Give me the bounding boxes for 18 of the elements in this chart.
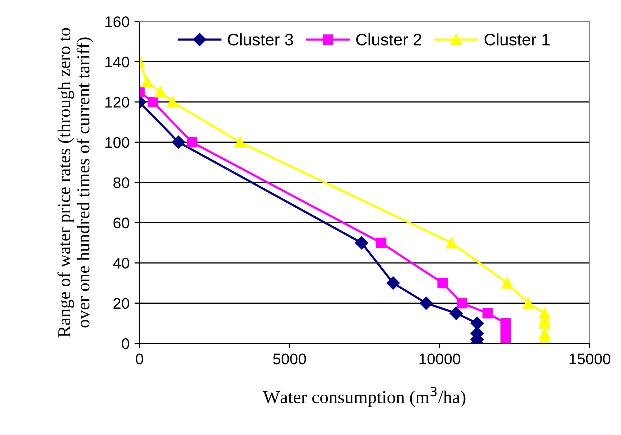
x-tick-label: 10000 bbox=[420, 354, 461, 365]
x-tick-label: 5000 bbox=[273, 354, 306, 365]
y-tick-label: 160 bbox=[106, 16, 130, 28]
y-tick-label: 60 bbox=[114, 218, 130, 229]
y-tick-label: 100 bbox=[106, 137, 130, 148]
y-tick-label: 40 bbox=[113, 258, 130, 269]
x-tick-label: 15000 bbox=[570, 354, 611, 365]
y-axis-title: Range of water price rates (through zero to over one hundred times of current tariff) bbox=[58, 28, 94, 338]
x-axis-title: Water consumption (m$^{3}$/ha) bbox=[263, 387, 466, 408]
y-tick-label: 80 bbox=[114, 178, 130, 188]
y-tick-label: 140 bbox=[106, 56, 130, 68]
y-tick-label: 20 bbox=[114, 298, 130, 310]
x-tick-label: 0 bbox=[136, 354, 144, 365]
legend-label: Cluster 2 bbox=[356, 34, 422, 46]
legend-label: Cluster 1 bbox=[484, 34, 550, 46]
y-tick-label: 120 bbox=[106, 97, 130, 108]
y-tick-label: 0 bbox=[122, 338, 130, 350]
legend-label: Cluster 3 bbox=[228, 34, 294, 46]
